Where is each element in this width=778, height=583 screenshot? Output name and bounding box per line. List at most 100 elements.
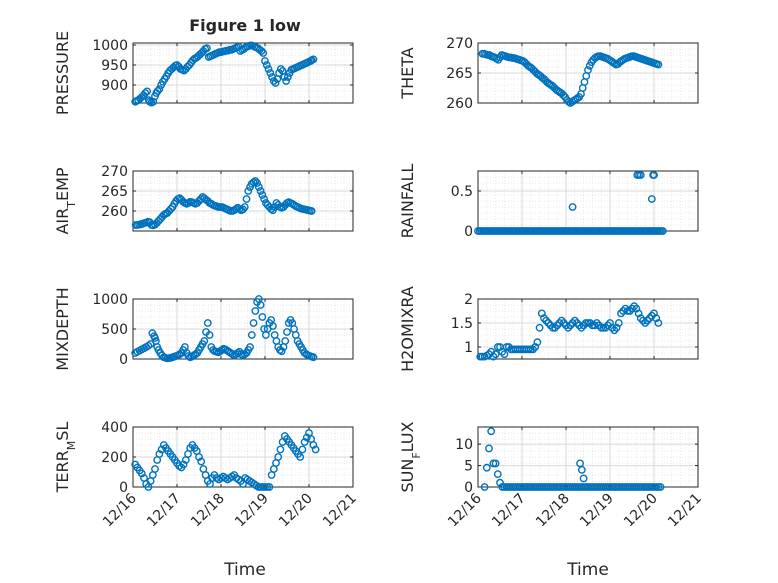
- data-point: [144, 341, 153, 350]
- axes-frame: [477, 426, 699, 488]
- y-tick-label: 1000: [92, 38, 128, 54]
- y-tick-label: 1.5: [451, 316, 473, 332]
- data-point: [650, 171, 658, 179]
- data-point: [244, 187, 253, 195]
- data-point: [654, 60, 663, 69]
- data-point: [247, 331, 256, 339]
- data-point: [264, 65, 273, 73]
- data-point: [656, 483, 665, 491]
- data-point: [309, 353, 318, 362]
- data-point: [584, 66, 592, 74]
- data-point: [258, 313, 267, 321]
- y-tick-label: 0: [119, 352, 128, 368]
- data-point: [577, 465, 586, 474]
- y-axis-label: RAINFALL: [398, 164, 417, 239]
- y-tick-label: 265: [446, 66, 473, 82]
- data-point: [246, 343, 254, 351]
- data-point: [166, 205, 175, 213]
- x-tick-label: 12/19: [577, 491, 617, 531]
- y-tick-label: 270: [446, 36, 473, 52]
- data-point: [298, 445, 307, 454]
- y-tick-label: 400: [101, 420, 128, 436]
- data-point: [274, 453, 283, 461]
- subplot-theta: 260 265 270 THETA: [398, 36, 699, 112]
- data-point: [579, 474, 588, 483]
- subplot-mixdepth: 0 500 1000 MIXDEPTH: [53, 287, 354, 371]
- data-point: [258, 191, 267, 199]
- data-point: [271, 79, 280, 87]
- data-point: [265, 483, 274, 491]
- data-point: [155, 450, 164, 458]
- data-point: [203, 319, 212, 327]
- data-point: [242, 195, 251, 203]
- y-tick-label: 2: [464, 292, 473, 308]
- y-tick-label: 1000: [92, 292, 128, 308]
- data-point: [535, 323, 544, 332]
- data-point: [262, 61, 271, 69]
- data-point: [480, 483, 489, 491]
- data-point: [276, 445, 285, 454]
- data-point: [277, 347, 286, 356]
- data-point: [296, 453, 305, 461]
- data-point: [658, 227, 667, 235]
- subplot-rainfall: 0 0.5 RAINFALL: [398, 164, 699, 240]
- data-point: [196, 195, 205, 203]
- data-point: [636, 171, 645, 179]
- data-point: [311, 445, 320, 454]
- y-tick-label: 0: [464, 224, 473, 240]
- y-axis-label: THETA: [398, 47, 417, 99]
- y-axis-label: PRESSURE: [53, 31, 72, 115]
- data-point: [266, 69, 275, 77]
- data-point: [309, 55, 318, 64]
- data-point: [251, 177, 260, 185]
- y-tick-label: 260: [101, 204, 128, 220]
- data-point: [491, 459, 500, 468]
- x-tick-label: 12/17: [144, 491, 184, 531]
- data-point: [260, 195, 269, 203]
- data-point: [153, 87, 162, 95]
- data-point: [281, 337, 290, 345]
- subplot-sun-flux: 0 5 10 12/16 12/17 12/18 12/19 12/20 12/21 SUNFLU…: [398, 421, 705, 530]
- axes-frame: [477, 298, 699, 360]
- subplot-h2omixra: 1 1.5 2 H2OMIXRA: [398, 286, 699, 372]
- subplot-terr-msl: 0 200 400 12/16 12/17 12/18 12/19 12/20 12/21 TER…: [53, 420, 360, 530]
- data-point: [195, 453, 203, 461]
- axes-frame: [132, 170, 354, 232]
- data-point: [283, 73, 292, 81]
- data-point: [282, 77, 291, 85]
- data-point: [485, 444, 493, 453]
- x-tick-label: 12/19: [232, 491, 272, 531]
- y-axis-label: AIRTEMP: [53, 167, 78, 234]
- data-point: [491, 350, 500, 359]
- data-point: [261, 57, 269, 65]
- data-point: [249, 319, 258, 327]
- data-point: [143, 87, 151, 96]
- y-tick-label: 950: [101, 58, 128, 74]
- subplot-air-temp: 260 265 270 AIRTEMP: [53, 164, 354, 235]
- data-point: [259, 49, 268, 57]
- data-point: [533, 338, 542, 347]
- data-point: [276, 65, 285, 73]
- x-tick-label: 12/21: [320, 491, 360, 531]
- x-tick-label: 12/16: [445, 490, 485, 530]
- data-point: [614, 319, 623, 327]
- y-axis-label: TERRMSL: [53, 422, 78, 494]
- data-point: [155, 85, 164, 93]
- y-tick-label: 0: [119, 480, 128, 496]
- y-tick-label: 900: [101, 78, 128, 94]
- data-point: [487, 427, 496, 436]
- data-point: [141, 89, 150, 97]
- y-tick-label: 500: [101, 322, 128, 338]
- y-tick-label: 10: [455, 437, 473, 453]
- x-tick-label: 12/18: [533, 491, 573, 531]
- y-tick-label: 270: [101, 164, 128, 180]
- data-point: [151, 465, 159, 473]
- x-tick-label: 12/20: [276, 491, 316, 531]
- x-axis-label-right: Time: [566, 560, 609, 580]
- y-tick-label: 265: [101, 184, 128, 200]
- data-point: [179, 460, 188, 469]
- data-point: [256, 301, 265, 309]
- y-tick-label: 260: [446, 96, 473, 112]
